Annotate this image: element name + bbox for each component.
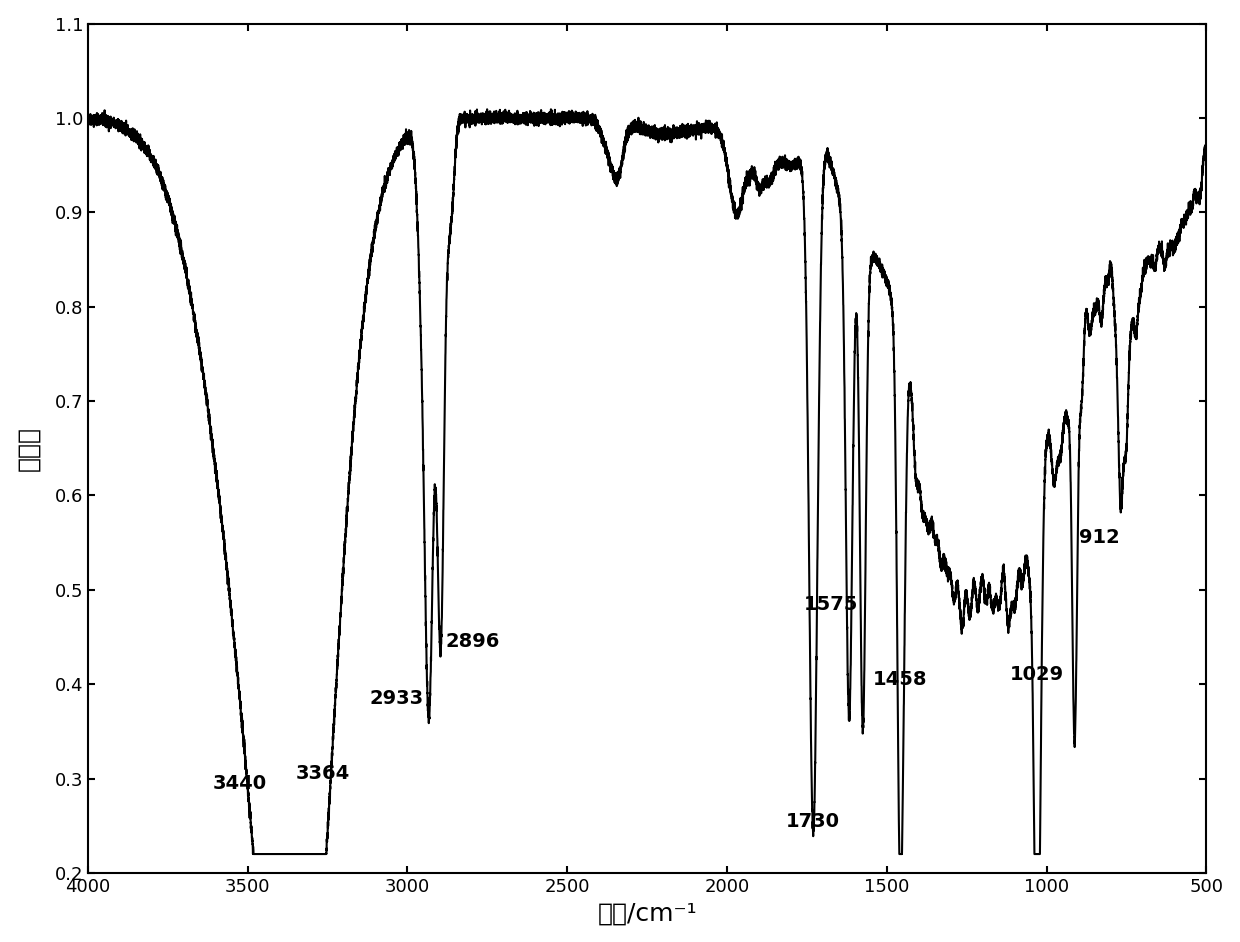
Text: 2933: 2933 [370,689,423,707]
Text: 1575: 1575 [804,594,858,613]
Text: 1458: 1458 [873,670,928,689]
Text: 3364: 3364 [295,764,350,784]
Text: 3440: 3440 [213,773,267,793]
Text: 1029: 1029 [1011,665,1064,684]
Text: 1730: 1730 [786,812,841,831]
X-axis label: 波数/cm⁻¹: 波数/cm⁻¹ [598,901,697,925]
Text: 2896: 2896 [446,632,500,651]
Y-axis label: 透过率: 透过率 [16,426,41,471]
Text: 912: 912 [1079,528,1120,547]
